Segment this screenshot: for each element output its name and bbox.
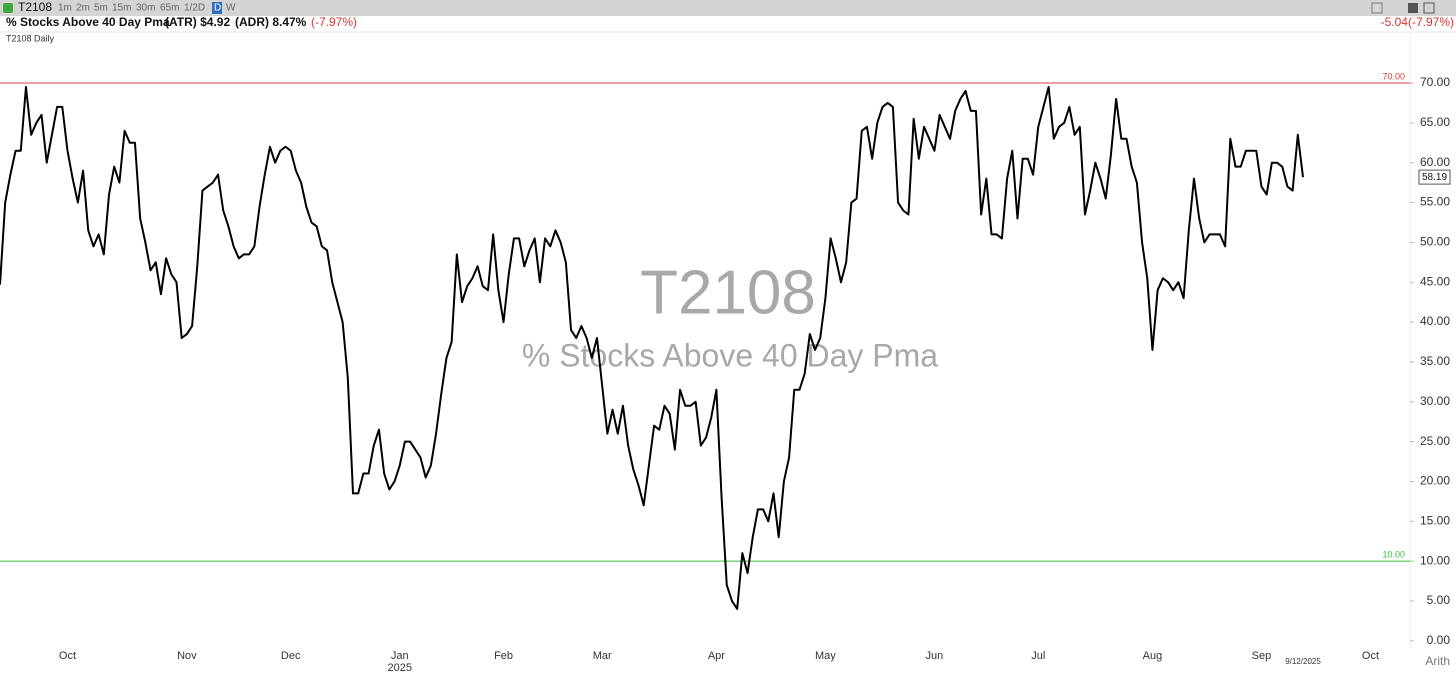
interval[interactable]: 30m: [136, 3, 155, 14]
x-tick-label: Oct: [59, 650, 76, 662]
atr: (ATR) $4.92: [165, 15, 230, 29]
adr: (ADR) 8.47%: [235, 15, 307, 29]
symbol[interactable]: T2108: [18, 0, 52, 14]
y-tick-label: 65.00: [1420, 115, 1450, 129]
y-tick-label: 45.00: [1420, 274, 1450, 288]
x-tick-label: Aug: [1143, 650, 1163, 662]
x-tick-label: May: [815, 650, 836, 662]
window-icon[interactable]: [1423, 2, 1435, 14]
interval[interactable]: 15m: [112, 3, 131, 14]
series-line: [0, 85, 1304, 610]
y-tick-label: 15.00: [1420, 513, 1450, 527]
interval-selected: [212, 2, 222, 14]
x-tick-label: Feb: [494, 650, 513, 662]
y-tick-label: 20.00: [1420, 474, 1450, 488]
header-title: % Stocks Above 40 Day Pma: [6, 15, 170, 29]
panel-label[interactable]: T2108 Daily: [6, 33, 55, 43]
y-tick-label: 30.00: [1420, 394, 1450, 408]
watermark-title: T2108: [640, 258, 816, 327]
favorite-icon[interactable]: [1371, 2, 1383, 14]
watermark-subtitle: % Stocks Above 40 Day Pma: [522, 337, 938, 373]
y-tick-label: 35.00: [1420, 354, 1450, 368]
x-tick-label: Nov: [177, 650, 197, 662]
y-tick-label: 60.00: [1420, 155, 1450, 169]
toolbar: [0, 0, 1456, 16]
y-tick-label: 10.00: [1420, 553, 1450, 567]
scale-mode[interactable]: Arith: [1425, 654, 1450, 668]
interval[interactable]: 65m: [160, 3, 179, 14]
x-tick-label: Oct: [1362, 650, 1379, 662]
y-tick-label: 5.00: [1427, 593, 1451, 607]
y-tick-label: 50.00: [1420, 235, 1450, 249]
y-tick-label: 55.00: [1420, 195, 1450, 209]
y-tick-label: 70.00: [1420, 75, 1450, 89]
interval[interactable]: 1/2D: [184, 3, 205, 14]
x-tick-label: Sep: [1252, 650, 1272, 662]
interval[interactable]: 1m: [58, 3, 72, 14]
x-tick-label: Jun: [926, 650, 944, 662]
interval[interactable]: W: [226, 3, 236, 14]
change: -5.04(-7.97%): [1381, 15, 1454, 29]
x-tick-label: Mar: [593, 650, 612, 662]
interval[interactable]: 2m: [76, 3, 90, 14]
toolbar-icon[interactable]: [1408, 3, 1418, 13]
x-tick-label: Apr: [708, 650, 725, 662]
y-tick-label: 0.00: [1427, 633, 1451, 647]
last-value-box: [1418, 169, 1451, 185]
last-value-label: 58.19: [1422, 172, 1447, 183]
x-tick-label: Jul: [1031, 650, 1045, 662]
interval[interactable]: D: [214, 3, 221, 14]
last-date: 9/12/2025: [1285, 657, 1321, 666]
reference-label: 70.00: [1382, 71, 1405, 81]
x-tick-label: Dec: [281, 650, 301, 662]
y-tick-label: 40.00: [1420, 314, 1450, 328]
x-tick-label: Jan: [391, 650, 409, 662]
year-label: 2025: [387, 662, 411, 674]
y-tick-label: 25.00: [1420, 434, 1450, 448]
interval[interactable]: 5m: [94, 3, 108, 14]
change-pct: (-7.97%): [311, 15, 357, 29]
add-icon[interactable]: [3, 3, 13, 13]
reference-label: 10.00: [1382, 550, 1405, 560]
